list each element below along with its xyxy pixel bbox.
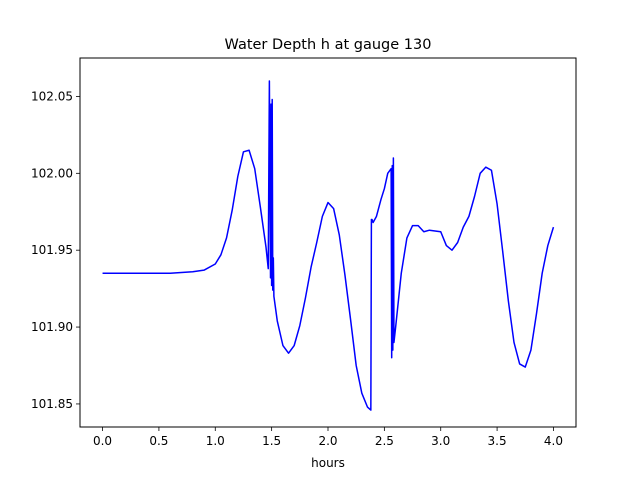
y-tick-label: 101.85	[31, 397, 73, 411]
y-tick-label: 102.00	[31, 166, 73, 180]
x-tick-label: 3.5	[488, 434, 507, 448]
x-tick-label: 2.0	[318, 434, 337, 448]
series-line-0	[102, 80, 555, 411]
y-tick-label: 102.05	[31, 89, 73, 103]
x-tick-label: 0.5	[149, 434, 168, 448]
y-tick-label: 101.90	[31, 320, 73, 334]
x-axis: 0.0 0.5 1.0 1.5 2.0 2.5 3.0 3.5 4.0	[93, 427, 563, 448]
series-layer	[102, 80, 555, 411]
x-tick-label: 0.0	[93, 434, 112, 448]
x-tick-label: 4.0	[544, 434, 563, 448]
x-axis-label: hours	[311, 456, 345, 470]
x-tick-label: 3.0	[431, 434, 450, 448]
x-tick-label: 1.0	[206, 434, 225, 448]
y-tick-label: 101.95	[31, 243, 73, 257]
x-tick-label: 1.5	[262, 434, 281, 448]
x-tick-label: 2.5	[375, 434, 394, 448]
y-axis: 101.85 101.90 101.95 102.00 102.05	[31, 89, 80, 411]
chart-title: Water Depth h at gauge 130	[225, 37, 432, 53]
